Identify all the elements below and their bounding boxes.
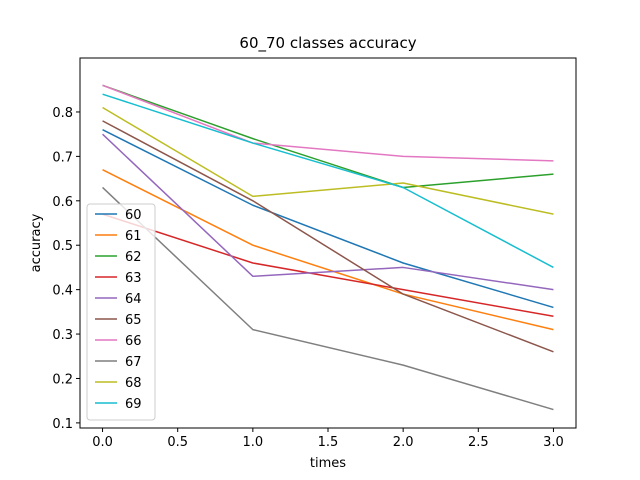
legend: 60 61 62 63 64 65 66 67 68 69 (86, 203, 156, 421)
legend-label-69: 69 (125, 397, 142, 412)
y-axis: 0.1 0.2 0.3 0.4 0.5 0.6 0.7 0.8 (52, 106, 80, 432)
series-line-67 (102, 186, 554, 411)
x-tick-label: 0.5 (167, 435, 188, 450)
x-axis: 0.0 0.5 1.0 1.5 2.0 2.5 3.0 (92, 428, 564, 450)
y-tick-label: 0.6 (52, 195, 73, 210)
legend-label-63: 63 (125, 271, 142, 286)
y-axis-title: accuracy (29, 213, 44, 272)
legend-label-62: 62 (125, 250, 142, 265)
y-tick-label: 0.7 (52, 150, 73, 165)
x-tick-label: 1.5 (318, 435, 339, 450)
x-axis-title: times (310, 456, 346, 471)
series-line-60 (102, 129, 554, 309)
x-tick-label: 1.0 (243, 435, 264, 450)
legend-label-67: 67 (125, 355, 142, 370)
y-tick-label: 0.1 (52, 417, 73, 432)
series-line-65 (102, 120, 554, 353)
axes-background (80, 58, 576, 428)
series-layer (102, 84, 554, 411)
y-tick-label: 0.4 (52, 284, 73, 299)
series-line-63 (102, 213, 554, 318)
legend-label-60: 60 (125, 208, 142, 223)
series-line-62 (102, 84, 554, 189)
x-tick-label: 0.0 (92, 435, 113, 450)
plot-area (80, 58, 576, 428)
legend-label-61: 61 (125, 229, 142, 244)
legend-label-68: 68 (125, 376, 142, 391)
legend-label-66: 66 (125, 334, 142, 349)
chart-title: 60_70 classes accuracy (239, 34, 416, 53)
series-line-66 (102, 84, 554, 162)
legend-box (86, 203, 156, 421)
y-tick-label: 0.5 (52, 239, 73, 254)
y-tick-label: 0.2 (52, 372, 73, 387)
y-tick-label: 0.8 (52, 106, 73, 121)
y-tick-label: 0.3 (52, 328, 73, 343)
series-line-69 (102, 93, 554, 269)
x-tick-label: 2.0 (393, 435, 414, 450)
legend-label-64: 64 (125, 292, 142, 307)
series-line-64 (102, 133, 554, 291)
x-tick-label: 3.0 (543, 435, 564, 450)
series-line-61 (102, 169, 554, 331)
x-tick-label: 2.5 (468, 435, 489, 450)
series-line-68 (102, 106, 554, 215)
legend-label-65: 65 (125, 313, 142, 328)
